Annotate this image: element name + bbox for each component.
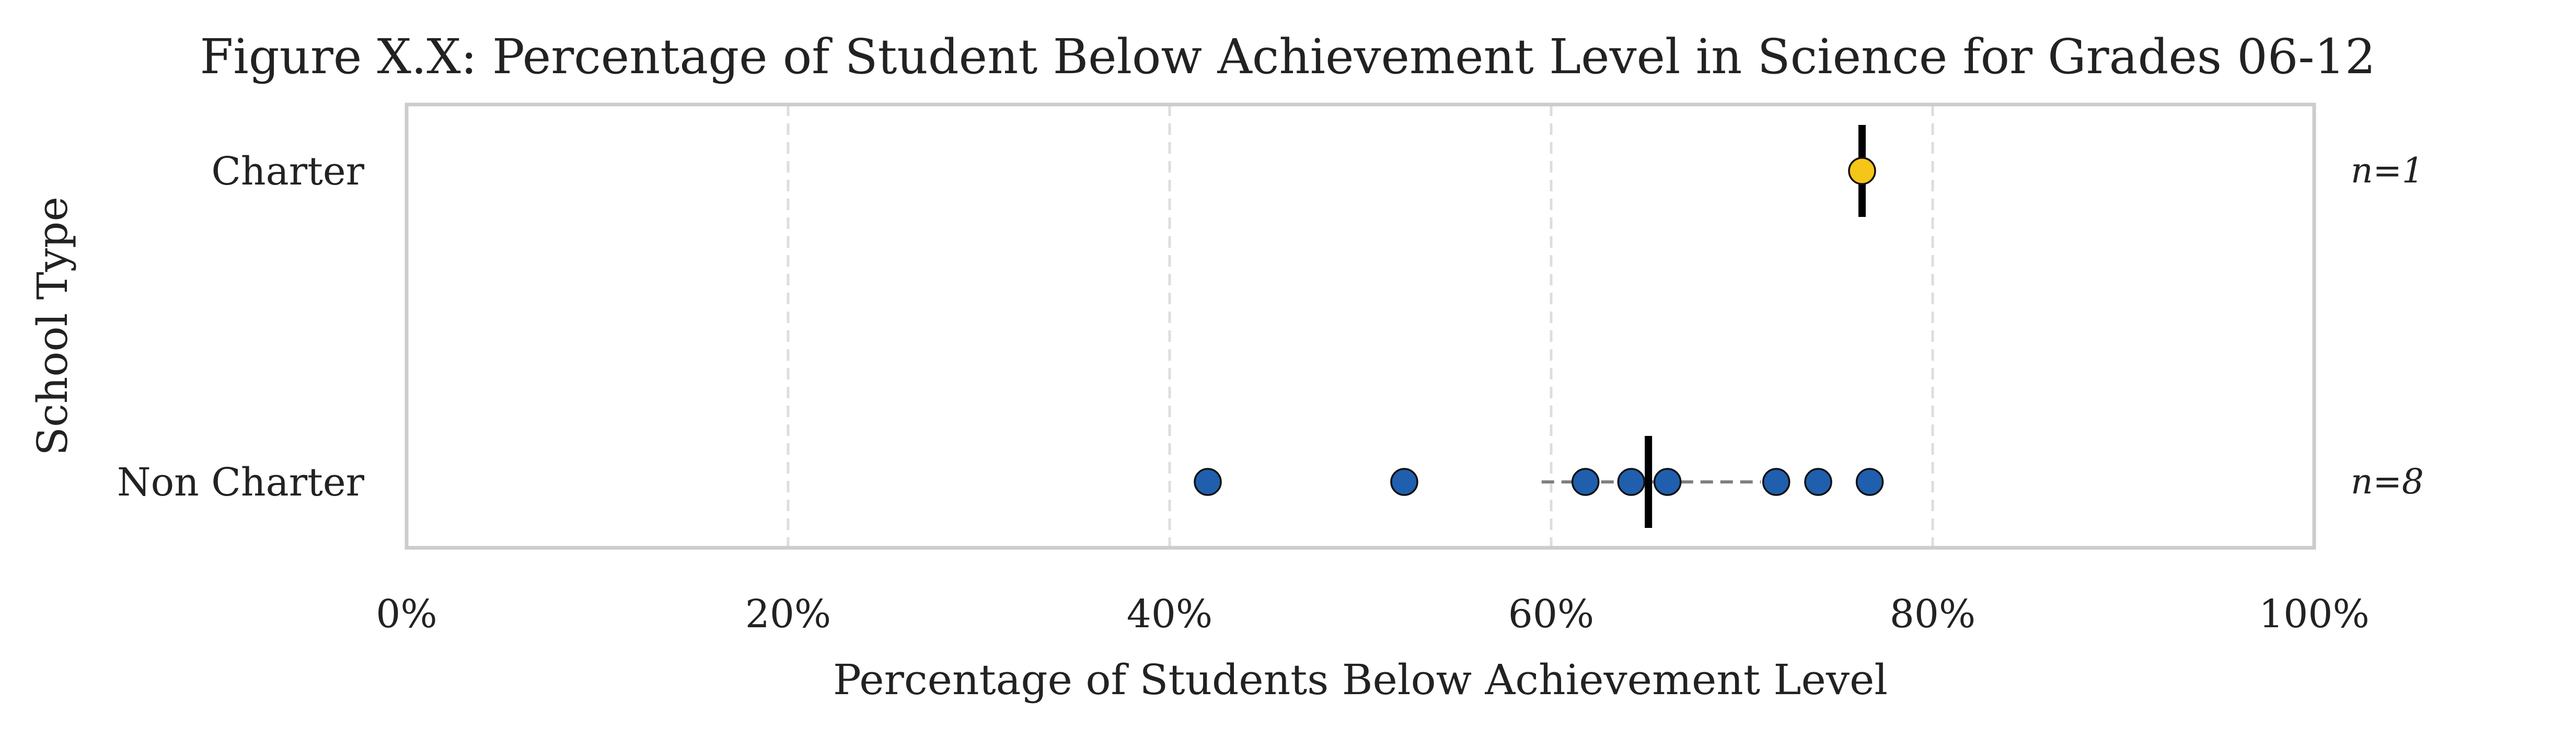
- y-axis-ticks: Charter Non Charter: [117, 149, 365, 505]
- data-point: [1390, 468, 1418, 496]
- x-tick-label: 60%: [1508, 592, 1594, 637]
- data-point: [1653, 468, 1682, 496]
- plot-frame: [405, 102, 2316, 550]
- n-count-label: n=8: [2351, 462, 2424, 502]
- x-tick-label: 0%: [376, 592, 437, 637]
- chart-title: Figure X.X: Percentage of Student Below …: [200, 29, 2375, 85]
- data-point: [1762, 468, 1791, 496]
- x-tick-label: 20%: [745, 592, 831, 637]
- y-tick-label: Charter: [211, 149, 364, 194]
- x-tick-label: 40%: [1127, 592, 1212, 637]
- data-point: [1571, 468, 1600, 496]
- x-tick-label: 80%: [1890, 592, 1976, 637]
- x-tick-label: 100%: [2259, 592, 2370, 637]
- y-tick-label: Non Charter: [117, 460, 365, 505]
- series-charter: n=1: [1848, 125, 2424, 217]
- data-point: [1617, 468, 1646, 496]
- data-point: [1804, 468, 1832, 496]
- data-point: [1194, 468, 1222, 496]
- n-count-label: n=1: [2351, 151, 2424, 191]
- data-point: [1848, 157, 1876, 185]
- series-layer: n=1 n=8: [1194, 125, 2424, 528]
- y-axis-title: School Type: [28, 197, 77, 456]
- x-axis-ticks: 0% 20% 40% 60% 80% 100%: [376, 592, 2369, 637]
- data-point: [1855, 468, 1884, 496]
- series-non-charter: n=8: [1194, 436, 2424, 528]
- x-axis-title: Percentage of Students Below Achievement…: [833, 655, 1888, 704]
